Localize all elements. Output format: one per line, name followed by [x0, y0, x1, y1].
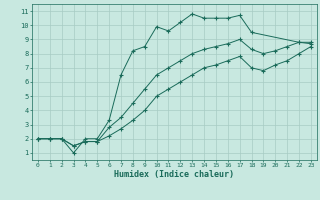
X-axis label: Humidex (Indice chaleur): Humidex (Indice chaleur): [115, 170, 234, 179]
